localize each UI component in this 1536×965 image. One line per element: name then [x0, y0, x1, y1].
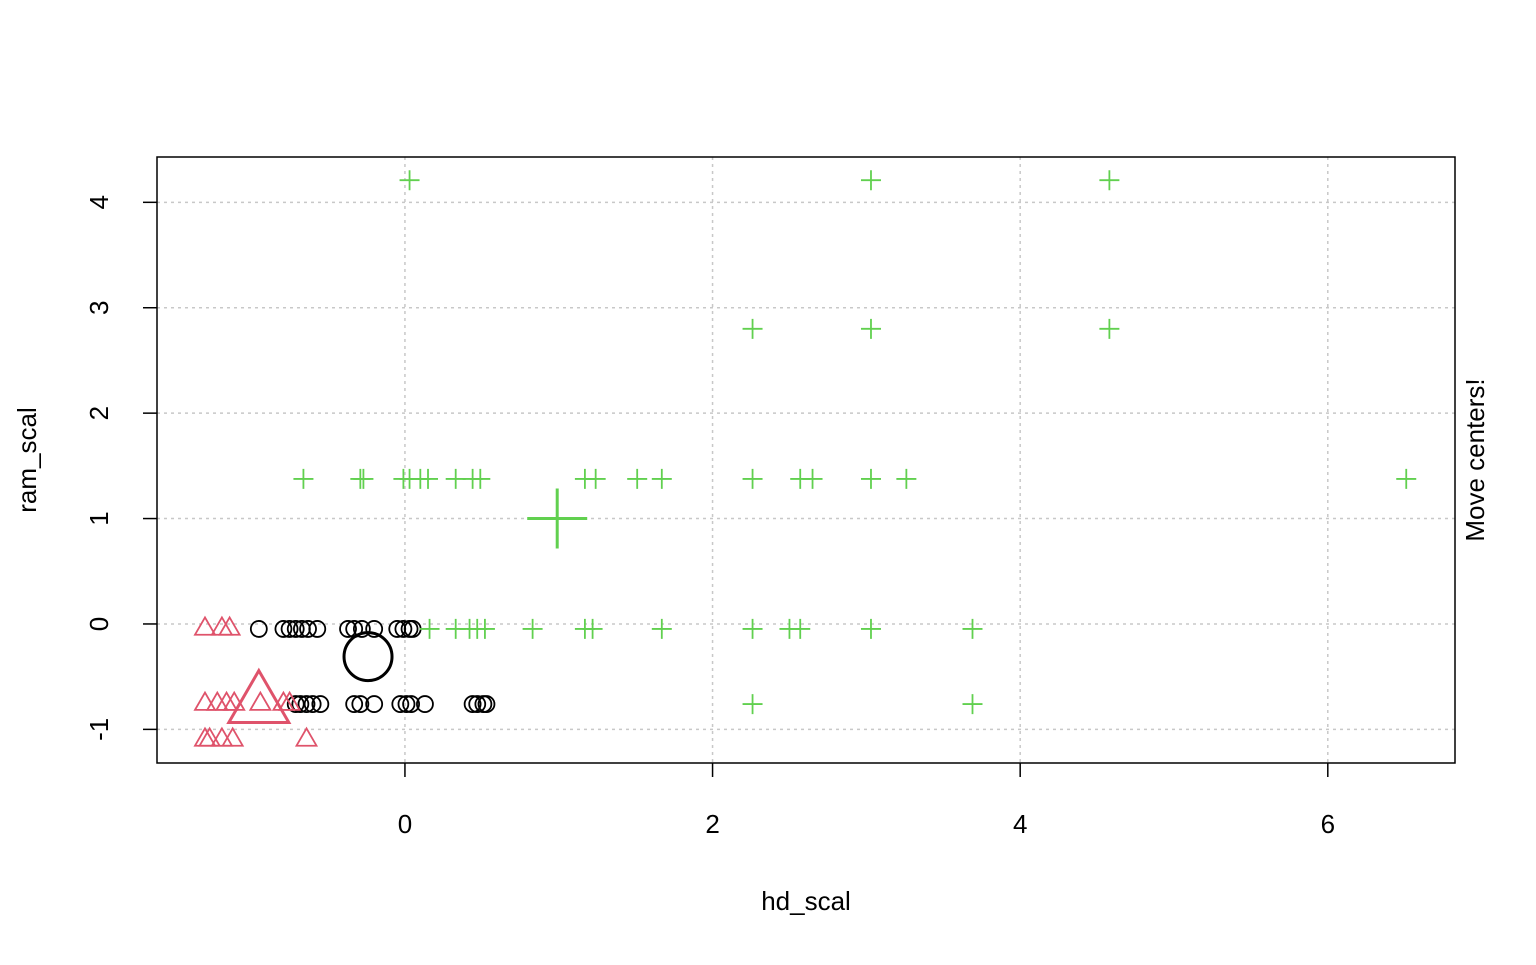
point [742, 318, 763, 339]
cluster-center [342, 631, 394, 683]
cluster-center [527, 488, 588, 549]
x-axis-label: hd_scal [761, 886, 851, 916]
point [352, 620, 371, 638]
point [1099, 318, 1120, 339]
point [522, 618, 543, 639]
point [293, 468, 314, 489]
point [860, 468, 881, 489]
point [397, 695, 416, 713]
point [627, 468, 648, 489]
point [193, 615, 217, 636]
point [468, 695, 487, 713]
point [311, 695, 330, 713]
point [742, 468, 763, 489]
point [193, 690, 217, 711]
point [445, 468, 466, 489]
x-tick-label: 4 [1013, 809, 1027, 839]
point [365, 620, 384, 638]
point [274, 620, 293, 638]
y-tick-label: 1 [84, 511, 114, 525]
y-axis-label: ram_scal [12, 407, 42, 512]
y-tick-label: 2 [84, 406, 114, 420]
point [218, 615, 242, 636]
point [896, 468, 917, 489]
point [470, 468, 491, 489]
point [345, 695, 364, 713]
plot-frame [156, 156, 1456, 764]
point [291, 695, 310, 713]
point [418, 468, 439, 489]
point [248, 690, 272, 711]
point [303, 695, 322, 713]
point [198, 726, 222, 747]
point [299, 620, 317, 638]
point [391, 695, 410, 713]
point [742, 618, 763, 639]
point [860, 618, 881, 639]
point [353, 468, 374, 489]
y-tick-label: 3 [84, 301, 114, 315]
point [339, 620, 357, 638]
x-tick-label: 6 [1321, 809, 1335, 839]
cluster-center [226, 667, 292, 725]
point [419, 618, 440, 639]
point [222, 690, 246, 711]
point [790, 618, 811, 639]
point [962, 694, 983, 715]
point [286, 695, 305, 713]
x-tick-label: 0 [398, 809, 412, 839]
point [585, 468, 606, 489]
point [1396, 468, 1417, 489]
point [651, 468, 672, 489]
side-text: Move centers! [1460, 378, 1490, 541]
point [278, 690, 302, 711]
point [394, 620, 413, 638]
point [477, 695, 496, 713]
point [742, 694, 763, 715]
point [365, 695, 384, 713]
point [651, 618, 672, 639]
point [351, 695, 370, 713]
point [308, 620, 327, 638]
x-tick-label: 2 [705, 809, 719, 839]
point [399, 170, 420, 191]
point [297, 695, 316, 713]
point [860, 318, 881, 339]
y-tick-label: -1 [84, 718, 114, 741]
point [1099, 170, 1120, 191]
point [860, 170, 881, 191]
point [280, 620, 299, 638]
point [582, 618, 603, 639]
point [402, 695, 420, 713]
point [221, 726, 245, 747]
point [463, 695, 482, 713]
point [286, 620, 305, 638]
point [802, 468, 823, 489]
point [249, 620, 268, 638]
point [416, 695, 434, 713]
y-tick-label: 4 [84, 195, 114, 209]
point [962, 618, 983, 639]
y-tick-label: 0 [84, 617, 114, 631]
point [474, 618, 495, 639]
point [294, 726, 319, 747]
